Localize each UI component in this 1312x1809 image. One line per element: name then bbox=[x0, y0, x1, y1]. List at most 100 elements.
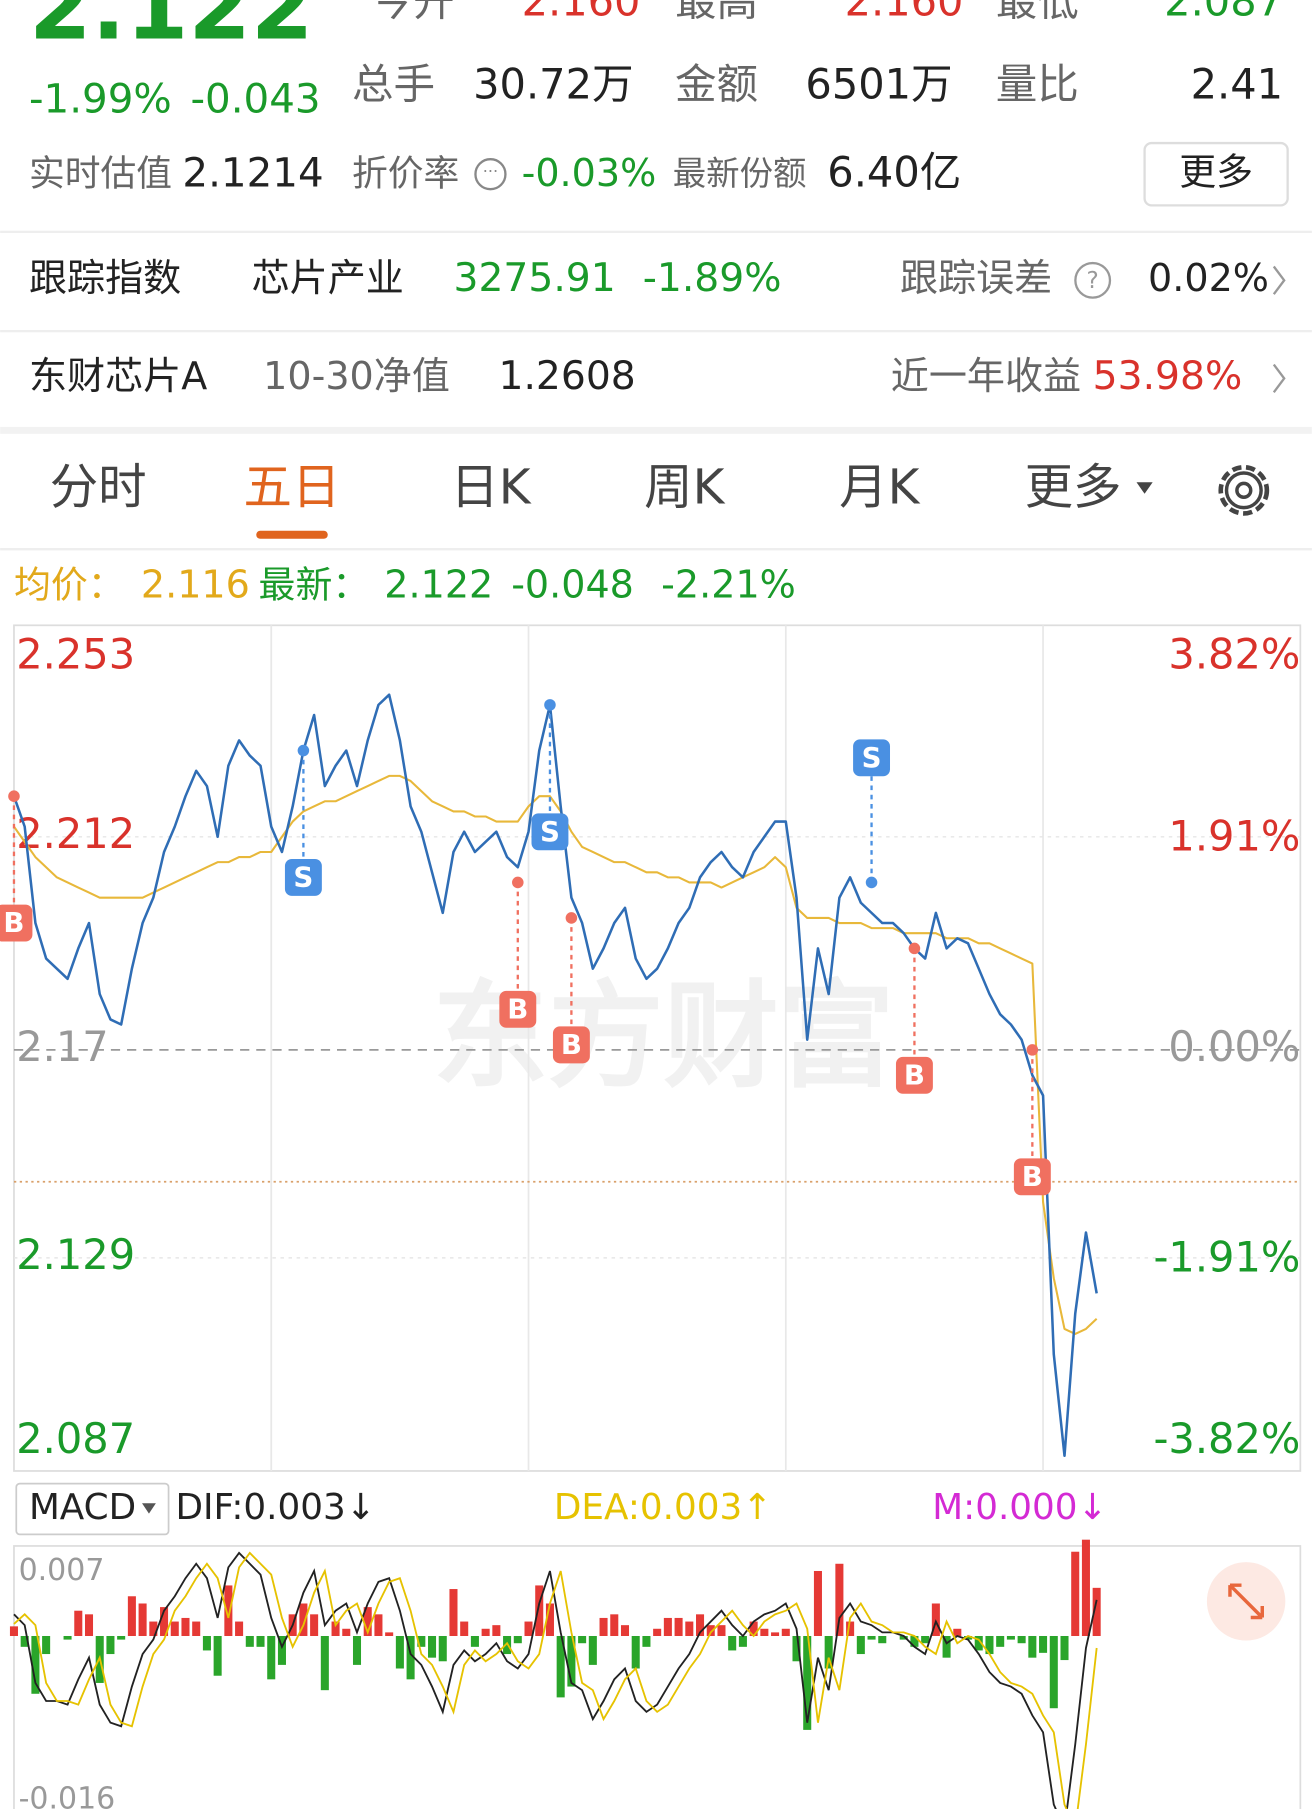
y-tick-label: 2.087 bbox=[16, 1414, 135, 1463]
change-pct: -1.99% bbox=[29, 76, 172, 123]
macd-bar bbox=[235, 1621, 244, 1636]
trade-point bbox=[544, 699, 556, 711]
macd-bar bbox=[878, 1635, 887, 1644]
macd-bar bbox=[74, 1610, 83, 1636]
trade-badge bbox=[895, 1056, 933, 1094]
macd-bar bbox=[749, 1621, 758, 1636]
trade-point bbox=[565, 912, 578, 924]
more-button-label: 更多 bbox=[1179, 151, 1253, 194]
macd-bar bbox=[974, 1635, 983, 1651]
last-value: 2.122 bbox=[384, 563, 493, 607]
macd-bar bbox=[610, 1614, 619, 1636]
stat-label: 最高 bbox=[675, 0, 758, 26]
change: -0.043 bbox=[190, 76, 320, 123]
stat-value: 2.160 bbox=[522, 0, 641, 26]
trade-side: S bbox=[540, 815, 560, 848]
trade-side: B bbox=[561, 1028, 582, 1061]
stat-value: 6501万 bbox=[805, 60, 952, 109]
trade-point bbox=[8, 790, 20, 802]
macd-bar bbox=[363, 1607, 372, 1636]
trade-side: B bbox=[1022, 1160, 1043, 1193]
trade-badge bbox=[284, 858, 322, 896]
avg-value: 2.116 bbox=[141, 563, 250, 607]
macd-bar bbox=[20, 1635, 29, 1647]
tab[interactable]: 日K bbox=[450, 459, 531, 515]
chevron[interactable] bbox=[1272, 363, 1286, 393]
dropdown-arrow[interactable] bbox=[1136, 482, 1153, 494]
tab[interactable]: 周K bbox=[644, 459, 725, 515]
tab-underline bbox=[256, 530, 328, 539]
more-button[interactable] bbox=[1143, 141, 1289, 207]
macd-bar bbox=[631, 1635, 640, 1669]
trade-point bbox=[512, 876, 524, 889]
avg-line bbox=[13, 774, 1098, 1336]
y2-tick-label: -1.91% bbox=[1153, 1232, 1300, 1281]
indicator-select[interactable] bbox=[15, 1482, 170, 1536]
macd-bar bbox=[460, 1621, 469, 1636]
macd-bar bbox=[267, 1635, 276, 1680]
index-name: 芯片产业 bbox=[252, 256, 404, 300]
dropdown-arrow bbox=[142, 1503, 156, 1514]
return-label: 近一年收益 bbox=[891, 354, 1081, 398]
trade-badge bbox=[531, 813, 569, 851]
macd-bar bbox=[867, 1635, 876, 1640]
macd-bar bbox=[663, 1617, 672, 1636]
stat-value: 30.72万 bbox=[473, 60, 633, 109]
macd-frame bbox=[13, 1545, 1302, 1809]
help-icon-mark: ? bbox=[1087, 268, 1099, 294]
macd-bar bbox=[856, 1635, 865, 1655]
help-icon[interactable] bbox=[1074, 261, 1112, 299]
macd-bar bbox=[202, 1635, 211, 1651]
macd-bar bbox=[781, 1628, 790, 1636]
fund-name: 东财芯片A bbox=[29, 354, 207, 398]
trade-side: S bbox=[862, 741, 882, 774]
gear-ring bbox=[1224, 471, 1263, 510]
error-value: 0.02% bbox=[1148, 256, 1269, 300]
macd-bar bbox=[406, 1635, 415, 1680]
macd-bar bbox=[84, 1614, 94, 1636]
info-icon[interactable] bbox=[474, 158, 507, 191]
macd-bar bbox=[524, 1621, 533, 1636]
macd-bar bbox=[438, 1635, 447, 1662]
macd-bar bbox=[503, 1635, 512, 1655]
macd-bar bbox=[921, 1635, 930, 1644]
shares-label: 最新份额 bbox=[673, 154, 807, 193]
macd-bar bbox=[599, 1617, 608, 1636]
trade-side: S bbox=[293, 861, 313, 894]
trade-badge bbox=[1013, 1158, 1051, 1196]
macd-bar bbox=[717, 1625, 726, 1636]
shares-value: 6.40亿 bbox=[827, 147, 961, 196]
stat-value: 2.087 bbox=[1164, 0, 1283, 26]
chevron[interactable] bbox=[1272, 265, 1286, 295]
settings-icon[interactable] bbox=[1218, 464, 1270, 516]
stat-label: 量比 bbox=[996, 60, 1079, 109]
y2-tick-label: -3.82% bbox=[1153, 1414, 1300, 1463]
trade-badge bbox=[552, 1026, 590, 1064]
macd-bar bbox=[352, 1635, 362, 1665]
macd-bar bbox=[674, 1617, 683, 1636]
macd-bar bbox=[160, 1607, 169, 1636]
estimate-label: 实时估值 bbox=[29, 153, 172, 194]
macd-bar bbox=[696, 1614, 705, 1636]
tab[interactable]: 更多 bbox=[1025, 459, 1122, 515]
y2-tick-label: 0.00% bbox=[1168, 1022, 1300, 1071]
macd-bar bbox=[138, 1603, 147, 1636]
macd-bar bbox=[192, 1621, 201, 1636]
tab[interactable]: 分时 bbox=[50, 459, 147, 515]
macd-bar bbox=[910, 1635, 919, 1647]
tab[interactable]: 五日 bbox=[244, 459, 341, 515]
dea-line bbox=[13, 1551, 1098, 1809]
macd-bar bbox=[964, 1635, 973, 1640]
macd-bar bbox=[31, 1635, 40, 1694]
trade-point bbox=[908, 942, 921, 955]
trade-badge bbox=[0, 904, 33, 942]
macd-bar bbox=[213, 1635, 222, 1676]
trade-point bbox=[865, 876, 878, 889]
tab[interactable]: 月K bbox=[839, 459, 920, 515]
macd-bar bbox=[824, 1635, 833, 1669]
nav-value: 1.2608 bbox=[499, 354, 636, 399]
macd-bar bbox=[1049, 1635, 1058, 1709]
macd-bar bbox=[170, 1621, 179, 1636]
